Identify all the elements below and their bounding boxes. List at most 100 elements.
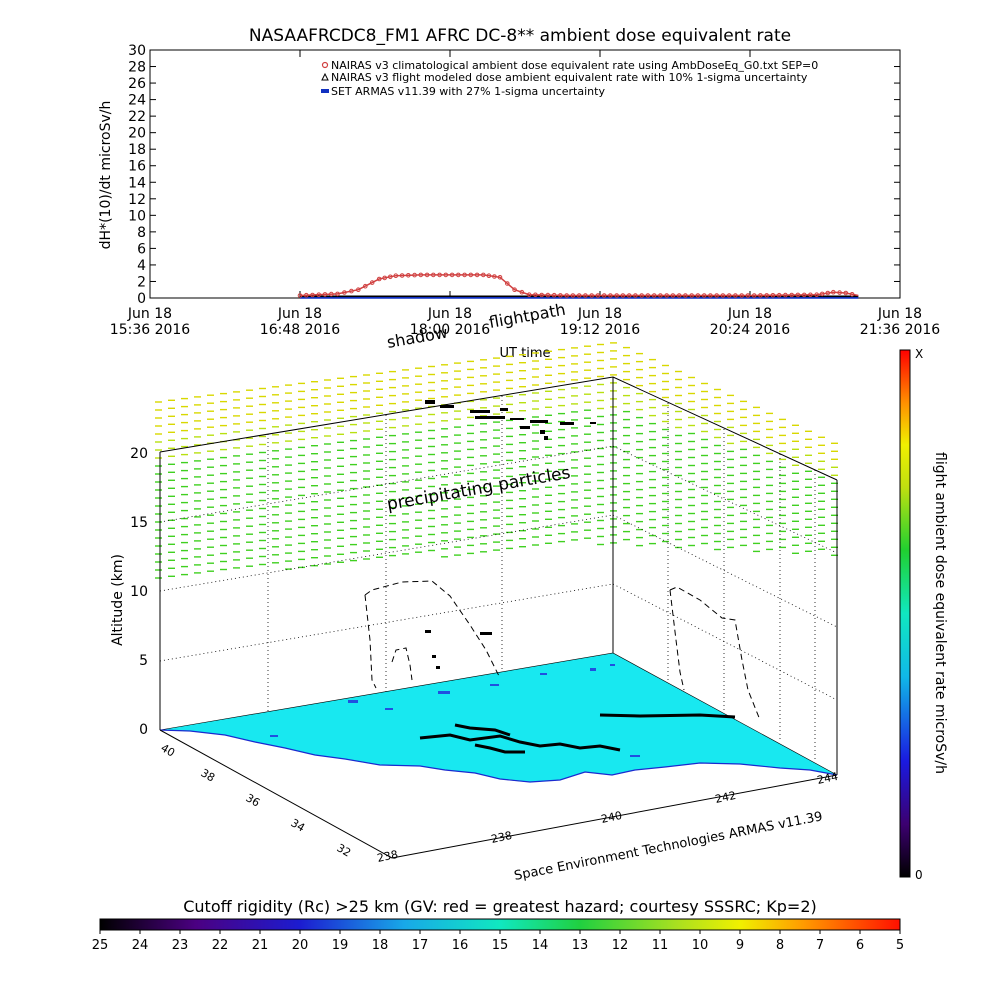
x-tick-day: Jun 18 bbox=[277, 306, 322, 322]
data-point bbox=[481, 272, 486, 278]
y-tick-label: 10 bbox=[128, 208, 146, 224]
data-point bbox=[745, 293, 751, 298]
data-point bbox=[363, 283, 368, 289]
data-point bbox=[670, 293, 676, 298]
latitude-tick-label: 38 bbox=[199, 766, 218, 784]
data-point bbox=[714, 293, 720, 298]
data-point bbox=[776, 292, 782, 298]
annotation-precipitating-particles: precipitating particles bbox=[385, 463, 572, 515]
latitude-axis: 40 38 36 34 32 bbox=[159, 729, 393, 860]
altitude-tick-label: 10 bbox=[130, 584, 148, 600]
data-point bbox=[393, 273, 399, 279]
annotation-flightpath: flightpath bbox=[487, 300, 567, 332]
longitude-tick-label: 242 bbox=[714, 789, 737, 806]
data-point bbox=[583, 293, 588, 298]
longitude-tick-label: 238 bbox=[490, 829, 513, 846]
data-point bbox=[789, 292, 795, 298]
data-point bbox=[751, 293, 757, 298]
x-tick-time: 16:48 2016 bbox=[260, 322, 341, 338]
data-point bbox=[399, 273, 405, 278]
latitude-tick-label: 34 bbox=[289, 816, 308, 834]
rigidity-tick-label: 6 bbox=[856, 938, 864, 953]
data-point bbox=[570, 293, 576, 298]
altitude-tick-label: 5 bbox=[139, 653, 148, 669]
altitude-tick-label: 0 bbox=[139, 722, 148, 738]
data-point bbox=[519, 289, 525, 295]
legend-label: NAIRAS v3 flight modeled dose ambient eq… bbox=[331, 71, 808, 84]
altitude-tick-label: 15 bbox=[130, 515, 148, 531]
data-point bbox=[664, 293, 670, 298]
legend-label: NAIRAS v3 climatological ambient dose eq… bbox=[331, 59, 818, 72]
data-point bbox=[689, 293, 695, 298]
rigidity-colorbar-gradient bbox=[99, 918, 901, 931]
data-point bbox=[739, 293, 745, 298]
legend-label: SET ARMAS v11.39 with 27% 1-sigma uncert… bbox=[331, 85, 605, 98]
x-tick-day: Jun 18 bbox=[877, 306, 922, 322]
rigidity-colorbar: Cutoff rigidity (Rc) >25 km (GV: red = g… bbox=[92, 897, 904, 953]
latitude-tick-label: 40 bbox=[159, 741, 178, 759]
data-point bbox=[843, 290, 849, 296]
series-line bbox=[299, 274, 859, 297]
longitude-tick-label: 244 bbox=[816, 770, 839, 787]
rigidity-tick-label: 23 bbox=[172, 938, 189, 953]
annotation-shadow: shadow bbox=[385, 323, 449, 352]
flight-path-lines bbox=[364, 580, 761, 721]
data-point bbox=[349, 288, 354, 294]
flight-track-markers bbox=[425, 400, 596, 669]
data-point bbox=[526, 292, 532, 298]
ocean-surface bbox=[159, 652, 838, 783]
data-point bbox=[551, 292, 557, 298]
data-point bbox=[645, 293, 651, 298]
data-point bbox=[406, 273, 411, 278]
y-tick-label: 26 bbox=[128, 76, 146, 92]
data-point bbox=[683, 293, 688, 298]
ground-flight-shadow bbox=[419, 713, 736, 754]
data-point bbox=[837, 290, 842, 295]
dose-colorbar-title: flight ambient dose equivalent rate micr… bbox=[932, 452, 948, 774]
rigidity-tick-label: 25 bbox=[92, 938, 109, 953]
x-tick-day: Jun 18 bbox=[727, 306, 772, 322]
data-point bbox=[783, 292, 788, 298]
dose-colorbar-bottom-label: 0 bbox=[915, 868, 923, 882]
y-tick-label: 2 bbox=[137, 274, 146, 290]
data-point bbox=[431, 272, 436, 278]
data-point bbox=[382, 275, 388, 281]
data-point bbox=[539, 292, 545, 298]
rigidity-tick-label: 10 bbox=[692, 938, 709, 953]
x-tick-day: Jun 18 bbox=[127, 306, 172, 322]
data-point bbox=[449, 272, 455, 278]
data-point bbox=[831, 289, 836, 295]
legend-item: SET ARMAS v11.39 with 27% 1-sigma uncert… bbox=[321, 85, 605, 98]
latitude-tick-label: 32 bbox=[335, 841, 354, 859]
data-point bbox=[356, 287, 361, 293]
data-point bbox=[468, 272, 474, 278]
time-series-chart: NASAAFRCDC8_FM1 AFRC DC-8** ambient dose… bbox=[98, 26, 940, 361]
data-point bbox=[608, 293, 613, 298]
data-point bbox=[558, 293, 563, 298]
data-point bbox=[770, 293, 776, 298]
y-tick-label: 16 bbox=[128, 159, 146, 175]
dose-colorbar-top-label: X bbox=[915, 347, 923, 361]
rigidity-tick-label: 8 bbox=[776, 938, 784, 953]
y-tick-label: 22 bbox=[128, 109, 146, 125]
x-tick-time: 15:36 2016 bbox=[110, 322, 191, 338]
data-point bbox=[701, 293, 707, 298]
altitude-ticks: 0 5 10 15 20 bbox=[130, 446, 148, 738]
data-point bbox=[651, 293, 657, 298]
y-tick-label: 4 bbox=[137, 258, 146, 274]
data-point bbox=[297, 293, 303, 298]
y-tick-label: 8 bbox=[137, 225, 146, 241]
box-gridlines bbox=[159, 396, 838, 760]
rigidity-colorbar-title: Cutoff rigidity (Rc) >25 km (GV: red = g… bbox=[183, 897, 817, 916]
data-point bbox=[497, 275, 503, 280]
y-tick-label: 30 bbox=[128, 43, 146, 59]
x-tick-time: 21:36 2016 bbox=[860, 322, 941, 338]
data-point bbox=[329, 291, 334, 297]
data-point bbox=[342, 290, 347, 295]
dose-colorbar: X 0 flight ambient dose equivalent rate … bbox=[899, 347, 948, 882]
latitude-tick-label: 36 bbox=[244, 791, 263, 809]
legend: NAIRAS v3 climatological ambient dose eq… bbox=[321, 59, 818, 98]
x-tick-time: 18:00 2016 bbox=[410, 322, 491, 338]
